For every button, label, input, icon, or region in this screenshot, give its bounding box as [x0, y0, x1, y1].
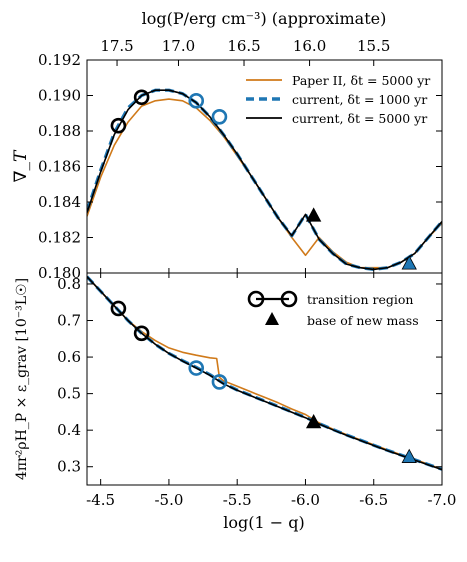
- top-xtick-label: 16.5: [227, 37, 260, 55]
- bot-xtick-label: -4.5: [86, 491, 115, 509]
- bottom-legend: transition region base of new mass: [247, 290, 419, 328]
- transition-marker-3: [188, 360, 205, 376]
- bot-ytick-label: 0.6: [57, 348, 81, 366]
- top-panel: [87, 88, 442, 271]
- transition-marker-2: [133, 325, 150, 342]
- base-marker-6: [401, 448, 417, 463]
- top-ytick-label: 0.180: [38, 264, 81, 282]
- legend-base-label: base of new mass: [307, 313, 419, 328]
- bot-ytick-label: 0.7: [57, 312, 81, 330]
- top-ytick-label: 0.186: [38, 158, 81, 176]
- bottom-y-axis-label: 4πr²ρH_P × ε_grav [10⁻³L☉]: [14, 278, 30, 480]
- top-xtick-label: 16.0: [293, 37, 326, 55]
- top-y-axis-label: ∇_T: [11, 149, 31, 182]
- bot-ytick-label: 0.3: [57, 458, 81, 476]
- transition-marker-4: [211, 374, 228, 390]
- legend-transition-label: transition region: [307, 292, 413, 307]
- axes-layer: 0.180 0.182 0.184 0.186 0.188 0.190 0.192 17.5 1…: [11, 9, 456, 532]
- top-ytick-label: 0.190: [38, 87, 81, 105]
- bot-xtick-label: -5.0: [154, 491, 183, 509]
- transition-marker-1: [110, 117, 127, 134]
- top-ytick-label: 0.188: [38, 122, 81, 140]
- base-marker-5: [305, 207, 322, 222]
- bot-ytick-label: 0.4: [57, 421, 81, 439]
- top-xtick-label: 17.0: [162, 37, 195, 55]
- bottom-panel: [87, 275, 442, 471]
- transition-marker-2: [133, 89, 150, 106]
- top-xtick-label: 17.5: [100, 37, 133, 55]
- legend-circle-left: [247, 290, 265, 308]
- transition-marker-1: [110, 300, 127, 317]
- legend-label-1: Paper II, δt = 5000 yr: [292, 73, 430, 88]
- bot-xtick-label: -5.5: [223, 491, 252, 509]
- bot-ytick-label: 0.8: [57, 275, 81, 293]
- top-xtick-label: 15.5: [357, 37, 390, 55]
- legend-circle-right: [280, 290, 298, 308]
- base-marker-5: [305, 414, 322, 429]
- bottom-panel-frame: [86, 272, 443, 486]
- legend-triangle: [265, 312, 279, 325]
- bot-xtick-label: -7.0: [428, 491, 457, 509]
- top-ytick-label: 0.182: [38, 229, 81, 247]
- bot-xtick-label: -6.0: [291, 491, 320, 509]
- top-ytick-label: 0.184: [38, 193, 81, 211]
- transition-marker-4: [211, 109, 228, 125]
- top-axis-label: log(P/erg cm⁻³) (approximate): [142, 9, 387, 28]
- bot-ytick-label: 0.5: [57, 385, 81, 403]
- top-legend: Paper II, δt = 5000 yr current, δt = 1000…: [246, 73, 430, 126]
- transition-marker-3: [188, 93, 205, 109]
- top-ytick-label: 0.192: [38, 51, 81, 69]
- legend-label-2: current, δt = 1000 yr: [292, 92, 427, 107]
- legend-label-3: current, δt = 5000 yr: [292, 111, 427, 126]
- bot-xtick-label: -6.5: [359, 491, 388, 509]
- x-axis-label: log(1 − q): [223, 513, 304, 532]
- base-marker-6: [401, 255, 417, 270]
